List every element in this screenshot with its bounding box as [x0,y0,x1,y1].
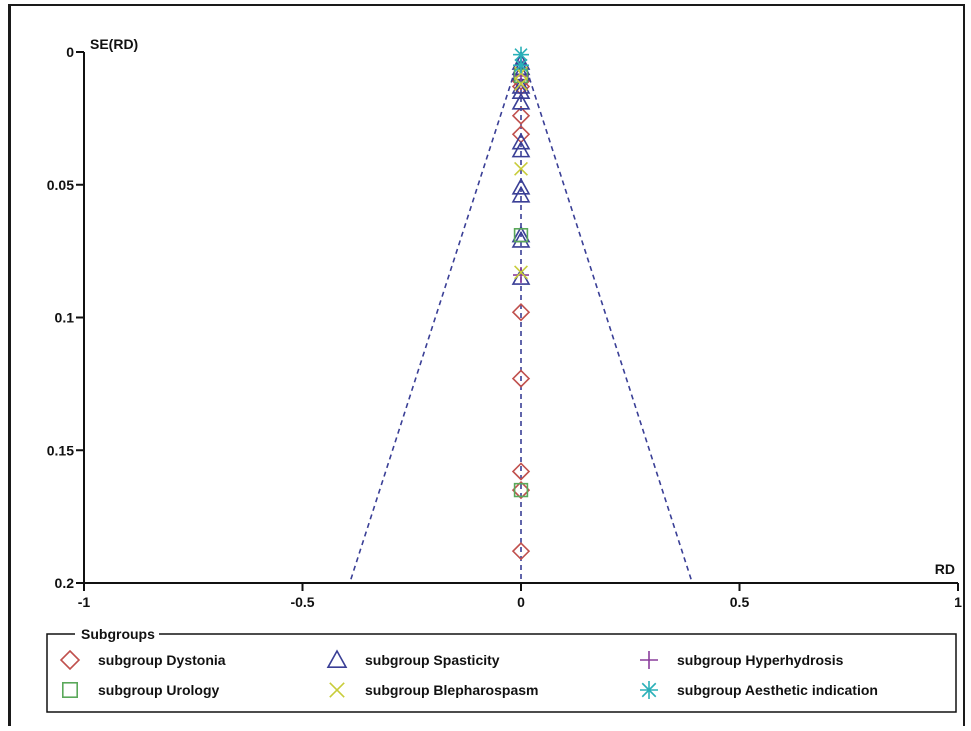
legend: Subgroups subgroup Dystonia subgroup Spast… [46,625,957,713]
point-subgroup-dystonia [511,480,531,500]
point-subgroup-dystonia [511,106,531,125]
funnel-lines [348,51,694,584]
legend-marker-icon [326,649,348,669]
legend-label: subgroup Blepharospasm [365,682,538,698]
legend-label: subgroup Dystonia [98,652,226,668]
legend-marker-icon [59,649,81,671]
legend-marker-icon [61,681,78,698]
funnel-right-line [520,51,694,584]
point-subgroup-dystonia [511,542,531,561]
data-points [511,46,531,561]
point-subgroup-blepharospasm [514,161,528,176]
x-axis-title: RD [935,561,955,577]
legend-title: Subgroups [81,626,155,642]
y-tick-label: 0.15 [47,442,74,458]
point-subgroup-dystonia [511,462,531,481]
legend-marker-icon [640,681,658,699]
point-subgroup-aesthetic-indication [513,57,529,74]
point-subgroup-blepharospasm [514,76,528,91]
y-tick-label: 0.1 [55,310,75,326]
x-tick-label: -0.5 [290,594,314,610]
legend-label: subgroup Urology [98,682,220,698]
legend-label: subgroup Aesthetic indication [677,682,878,698]
legend-box [46,633,957,713]
x-tick-label: 0 [517,594,525,610]
axes: 0 0.05 0.1 0.15 0.2-1 -0.5 0 0.5 1 [47,44,962,610]
x-tick-label: -1 [78,594,91,610]
legend-label: subgroup Hyperhydrosis [677,652,844,668]
y-tick-label: 0.05 [47,177,74,193]
legend-title-bg [75,625,159,643]
point-subgroup-urology [513,482,529,498]
x-tick-label: 0.5 [730,594,750,610]
point-subgroup-spasticity [511,82,531,100]
chart-frame [8,4,965,726]
point-subgroup-dystonia [511,303,531,322]
point-subgroup-spasticity [511,185,531,203]
point-subgroup-urology [513,227,529,243]
point-subgroup-hyperhydrosis [513,267,529,284]
legend-label: subgroup Spasticity [365,652,500,668]
point-subgroup-spasticity [511,177,531,195]
y-axis-title: SE(RD) [90,36,138,52]
y-tick-label: 0.2 [55,575,75,591]
legend-marker-icon [640,651,658,669]
point-subgroup-spasticity [511,230,531,248]
point-subgroup-dystonia [511,369,531,388]
point-subgroup-spasticity [511,140,531,158]
y-tick-label: 0 [66,44,74,60]
point-subgroup-spasticity [511,132,531,150]
legend-marker-icon [329,682,345,698]
point-subgroup-blepharospasm [514,265,528,280]
x-tick-label: 1 [954,594,962,610]
point-subgroup-spasticity [511,92,531,110]
funnel-left-line [348,51,522,584]
